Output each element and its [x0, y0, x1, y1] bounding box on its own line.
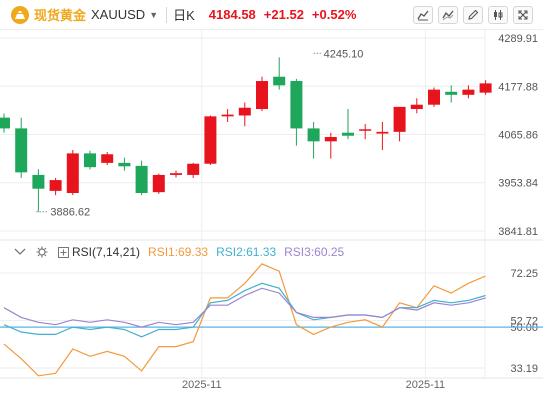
candle-body — [204, 116, 217, 164]
price-axis-tick: 3953.84 — [498, 178, 538, 190]
candle-body — [15, 128, 28, 173]
candle-body — [187, 163, 200, 175]
last-price: 4184.58 — [208, 7, 256, 22]
candle-body — [445, 91, 458, 95]
settings-icon[interactable] — [36, 246, 48, 258]
candle-body — [273, 76, 286, 86]
time-axis-tick: 2025-11 — [406, 379, 446, 391]
rsi-axis-tick: 33.19 — [510, 363, 538, 375]
candle-body — [290, 81, 303, 129]
candle-body — [324, 137, 337, 142]
candle-body — [152, 174, 165, 193]
rsi-axis-tick: 72.25 — [510, 268, 538, 280]
rsi-series-rsi3 — [3, 287, 486, 328]
candle-body — [256, 81, 268, 110]
candle-body — [479, 83, 492, 93]
candle-body — [118, 162, 131, 167]
period-selector[interactable]: 日K — [173, 8, 195, 23]
rsi1-value: RSI1:69.33 — [148, 245, 209, 259]
price-axis-tick: 4177.88 — [498, 81, 538, 93]
fullscreen-icon[interactable] — [513, 6, 533, 24]
toolbar: 现货黄金 XAUUSD ▼ 日K 4184.58 +21.52 +0.52% — [0, 0, 543, 30]
candle-body — [221, 114, 234, 117]
candle-style-icon[interactable] — [488, 6, 508, 24]
gold-logo-icon — [11, 5, 29, 24]
rsi-indicator-name[interactable]: RSI(7,14,21) — [72, 245, 141, 259]
candle-body — [101, 154, 114, 163]
compare-icon[interactable] — [438, 6, 458, 24]
candle-body — [307, 128, 320, 142]
price-axis-tick: 4289.91 — [498, 33, 538, 45]
toolbar-divider — [166, 6, 168, 23]
candle-body — [462, 89, 475, 95]
price-axis-tick: 4065.86 — [498, 130, 538, 142]
rsi-axis-tick: 52.72 — [510, 316, 538, 328]
candle-body — [66, 153, 79, 194]
symbol-dropdown-icon[interactable]: ▼ — [149, 9, 159, 20]
collapse-icon[interactable] — [14, 248, 26, 256]
candle-body — [170, 173, 182, 175]
add-indicator-icon[interactable] — [58, 246, 69, 258]
candle-body — [359, 129, 372, 131]
candle-body — [32, 174, 45, 189]
min-price-label: 3886.62 — [50, 207, 90, 219]
candle-body — [49, 180, 62, 191]
candle-body — [410, 104, 423, 110]
candle-body — [342, 132, 354, 136]
price-change: +21.52 — [263, 7, 304, 22]
edit-icon[interactable] — [463, 6, 483, 24]
candle-body — [428, 89, 440, 105]
symbol-name[interactable]: 现货黄金 — [34, 8, 87, 23]
rsi3-value: RSI3:60.25 — [284, 245, 345, 259]
rsi-series-rsi2 — [3, 282, 486, 338]
rsi-legend: RSI(7,14,21) RSI1:69.33 RSI2:61.33 RSI3:… — [0, 242, 500, 262]
candle-body — [238, 107, 251, 116]
line-tool-icon[interactable] — [413, 6, 433, 24]
candle-body — [0, 117, 10, 129]
candle-body — [84, 153, 96, 168]
symbol-code[interactable]: XAUUSD — [91, 7, 146, 22]
rsi2-value: RSI2:61.33 — [216, 245, 277, 259]
candle-body — [135, 165, 148, 194]
time-axis-tick: 2025-11 — [182, 379, 222, 391]
candle-body — [393, 106, 406, 132]
candle-body — [376, 131, 389, 134]
chart-tools — [413, 6, 533, 24]
price-axis-tick: 3841.81 — [498, 226, 538, 238]
rsi-series-rsi1 — [3, 263, 486, 377]
rsi-axis-tick: 50.00 — [510, 322, 538, 334]
max-price-label: 4245.10 — [324, 48, 364, 60]
price-change-percent: +0.52% — [311, 7, 357, 22]
